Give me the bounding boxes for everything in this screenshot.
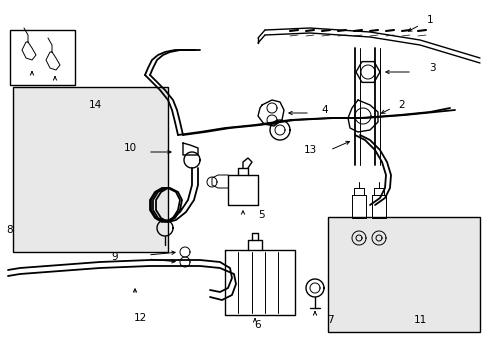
Text: 7: 7 — [326, 315, 333, 325]
Text: 8: 8 — [7, 225, 13, 235]
Text: 14: 14 — [88, 100, 102, 110]
Text: 3: 3 — [428, 63, 434, 73]
Bar — [13, 87, 168, 252]
Text: 11: 11 — [412, 315, 426, 325]
Text: 10: 10 — [123, 143, 136, 153]
Text: 5: 5 — [258, 210, 265, 220]
Text: 2: 2 — [398, 100, 405, 110]
Bar — [327, 217, 479, 332]
Text: 4: 4 — [321, 105, 327, 115]
Text: 6: 6 — [254, 320, 261, 330]
Text: 9: 9 — [111, 252, 118, 262]
Text: 12: 12 — [133, 313, 146, 323]
Text: 13: 13 — [303, 145, 316, 155]
Bar — [10, 30, 75, 85]
Text: 1: 1 — [426, 15, 432, 25]
